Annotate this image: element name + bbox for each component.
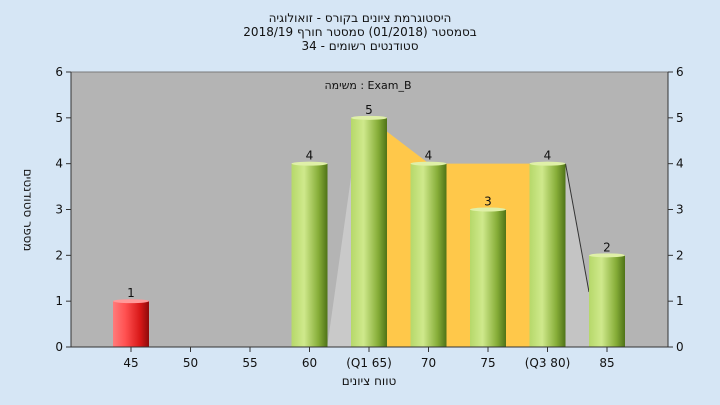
bar-top-cap: [589, 253, 625, 258]
bar-85: [589, 255, 625, 347]
y-tick-label-left: 3: [55, 203, 63, 217]
title-line-3: סטודנטים רשומים - 34: [301, 39, 418, 53]
x-tick-label: 70: [421, 356, 436, 370]
y-tick-label-right: 1: [676, 294, 684, 308]
x-tick-label: 60: [302, 356, 317, 370]
title-line-2: בסמסטר (01/2018) סמסטר חורף 2018/19: [243, 25, 476, 39]
lower-tail-band: [327, 177, 351, 347]
y-tick-label-left: 4: [55, 157, 63, 171]
y-tick-label-right: 6: [676, 65, 684, 79]
data-labels: 1 4 5 4 3 4 2: [127, 103, 611, 300]
axes: 0 01 12 23 34 45 56 645 50 55 60 (Q1 65) 70 75 (Q3 80)…: [55, 65, 683, 370]
data-label-75: 3: [484, 195, 492, 209]
data-label-45: 1: [127, 286, 135, 300]
bar-top-cap: [410, 161, 447, 166]
bar-45: [113, 301, 149, 347]
x-axis-label: טווח ציונים: [342, 374, 397, 388]
y-tick-label-left: 2: [55, 248, 63, 262]
data-label-60: 4: [306, 149, 314, 163]
y-axis-label: מספר סטודנטים: [21, 169, 35, 252]
y-tick-label-left: 0: [55, 340, 63, 354]
bar-top-cap: [351, 115, 387, 120]
bar-70: [410, 163, 447, 347]
bar-top-cap: [113, 299, 149, 304]
bars: [113, 115, 625, 347]
bar-Q1-65: [351, 117, 387, 347]
x-tick-label: 85: [599, 356, 614, 370]
bar-75: [470, 209, 506, 347]
data-label-85: 2: [603, 240, 611, 254]
y-tick-label-right: 2: [676, 248, 684, 262]
bar-60: [291, 163, 328, 347]
y-tick-label-right: 0: [676, 340, 684, 354]
upper-tail-band: [565, 163, 589, 347]
x-tick-label: 50: [183, 356, 198, 370]
task-annotation: משימה : Exam_B: [324, 79, 411, 92]
x-tick-label: 55: [242, 356, 257, 370]
y-tick-label-right: 5: [676, 111, 684, 125]
upper-tail-line: [565, 163, 590, 293]
y-tick-label-left: 5: [55, 111, 63, 125]
x-tick-label: (Q3 80): [525, 356, 571, 370]
title-line-1: היסטוגרמת ציונים בקורס - זואולוגיה: [269, 11, 452, 25]
data-label-Q3-80: 4: [544, 149, 552, 163]
x-tick-label: 45: [123, 356, 138, 370]
bar-top-cap: [291, 161, 328, 166]
x-tick-label: (Q1 65): [346, 356, 392, 370]
data-label-Q1-65: 5: [365, 103, 373, 117]
bar-Q3-80: [529, 163, 566, 347]
chart-title: היסטוגרמת ציונים בקורס - זואולוגיה בסמסט…: [243, 11, 476, 53]
data-label-70: 4: [425, 149, 433, 163]
iqr-band: [387, 131, 530, 347]
bar-top-cap: [470, 207, 506, 212]
y-tick-label-left: 6: [55, 65, 63, 79]
bar-top-cap: [529, 161, 566, 166]
x-tick-label: 75: [480, 356, 495, 370]
y-tick-label-left: 1: [55, 294, 63, 308]
y-tick-label-right: 3: [676, 203, 684, 217]
y-tick-label-right: 4: [676, 157, 684, 171]
